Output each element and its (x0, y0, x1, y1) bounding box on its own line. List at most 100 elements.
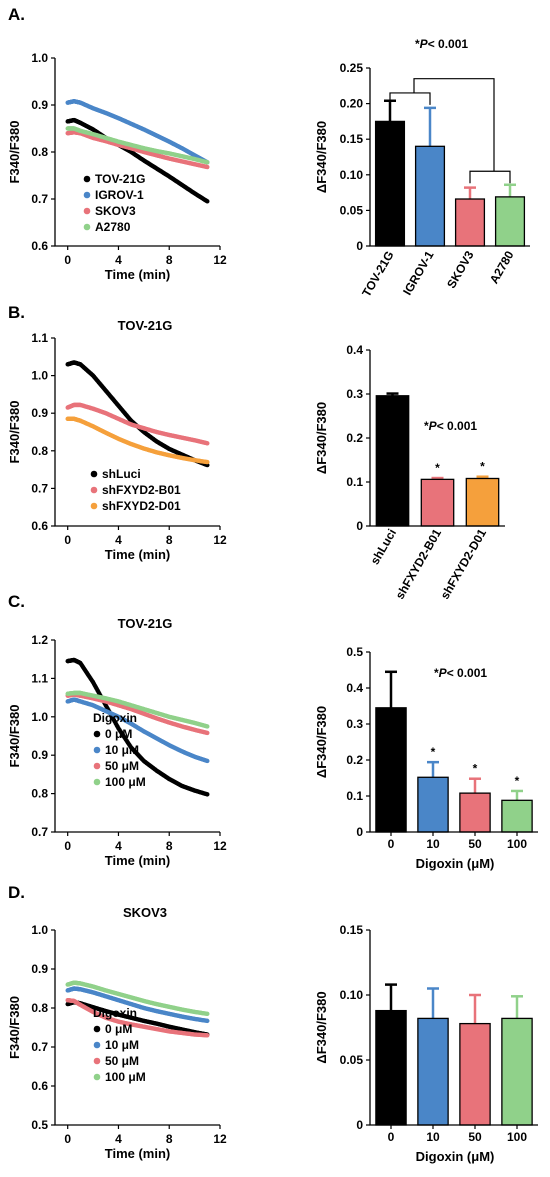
bar (465, 477, 500, 527)
x-axis-label: Time (min) (105, 267, 171, 282)
legend-label: 0 μM (105, 1022, 132, 1036)
legend-title: Digoxin (93, 711, 137, 725)
y-axis-label: ΔF340/F380 (314, 706, 329, 778)
y-tick-label: 1.1 (31, 331, 48, 345)
line-chart-3: 0.5 0.6 0.7 0.8 0.9 1.0 0 4 8 12 Time (min) F340/F3… (7, 905, 227, 1161)
significance-star: * (515, 774, 520, 788)
series-1-2 (65, 416, 210, 465)
y-tick-label: 0 (356, 239, 363, 253)
series-3-3 (65, 980, 210, 1017)
series-3-2 (65, 998, 210, 1038)
y-tick-label: 0.8 (31, 145, 48, 159)
y-tick-label: 0 (356, 825, 363, 839)
bracket-connector (413, 78, 495, 172)
y-tick-label: 0.6 (31, 239, 48, 253)
data-point (205, 160, 210, 165)
y-axis-label: F340/F380 (7, 705, 22, 768)
axis-line (54, 640, 220, 833)
bar (374, 120, 406, 247)
legend: shLuci shFXYD2-B01 shFXYD2-D01 (90, 467, 181, 513)
category-label: 50 (468, 837, 482, 851)
y-tick-label: 0.7 (31, 192, 48, 206)
y-tick-label: 0.8 (31, 444, 48, 458)
category-label: shFXYD2-B01 (393, 526, 445, 601)
legend-marker (93, 746, 101, 754)
significance-star: * (431, 745, 436, 759)
data-point (205, 441, 210, 446)
legend-marker (93, 778, 101, 786)
data-point (205, 199, 210, 204)
y-tick-label: 0.5 (31, 1118, 48, 1132)
y-tick-label: 0.7 (31, 481, 48, 495)
category-label: TOV-21G (359, 249, 396, 300)
legend: Digoxin 0 μM 10 μM 50 μM 100 μM (93, 711, 146, 789)
legend-label: SKOV3 (95, 204, 136, 218)
category-label: 0 (388, 1130, 395, 1144)
x-tick-label: 8 (166, 839, 173, 853)
data-point (205, 1033, 210, 1038)
bar (494, 196, 526, 247)
y-tick-label: 0.10 (340, 168, 364, 182)
x-axis-label: Time (min) (105, 853, 171, 868)
y-axis-label: F340/F380 (7, 121, 22, 184)
data-point (205, 1018, 210, 1024)
bar-chart-0: TOV-21G IGROV-1 SKOV3 A2780 0 0.05 0.10 0.15 0.2… (314, 37, 530, 299)
x-tick-label: 12 (213, 1132, 227, 1146)
y-tick-label: 0.15 (340, 923, 364, 937)
bar (417, 776, 449, 833)
y-tick-label: 0.8 (31, 1001, 48, 1015)
bar (375, 395, 410, 527)
bar (375, 707, 407, 833)
legend: TOV-21G IGROV-1 SKOV3 A2780 (83, 172, 145, 234)
panel-letter: D. (8, 883, 25, 902)
x-tick-label: 8 (166, 533, 173, 547)
data-point (205, 730, 210, 736)
panel-letter: A. (8, 5, 25, 24)
y-tick-label: 0.6 (31, 1079, 48, 1093)
y-tick-label: 1.0 (31, 710, 48, 724)
legend-marker (83, 191, 91, 199)
y-axis-label: F340/F380 (7, 401, 22, 464)
legend-label: 0 μM (105, 727, 132, 741)
y-tick-label: 0.3 (346, 387, 363, 401)
chart-title: TOV-21G (118, 616, 173, 631)
x-tick-label: 4 (115, 839, 122, 853)
legend-label: 10 μM (105, 1038, 139, 1052)
series-1-0 (65, 360, 210, 468)
line-chart-0: 0.6 0.7 0.8 0.9 1.0 0 4 8 12 Time (min) F340/F380 T… (7, 51, 227, 282)
legend-label: shLuci (102, 467, 141, 481)
bracket-right (469, 170, 511, 184)
bar-chart-3: 0 10 50 100 0 0.05 0.10 0.15 ΔF340/F380 Digoxin (… (314, 923, 538, 1164)
x-tick-label: 0 (64, 839, 71, 853)
x-tick-label: 12 (213, 839, 227, 853)
x-tick-label: 12 (213, 533, 227, 547)
data-point (205, 724, 210, 729)
category-label: IGROV-1 (400, 248, 437, 297)
x-tick-label: 4 (115, 533, 122, 547)
series-2-1 (65, 697, 210, 764)
x-axis-label: Digoxin (μM) (416, 856, 495, 871)
legend-label: IGROV-1 (95, 188, 144, 202)
legend-marker (93, 1041, 101, 1049)
category-label: shLuci (368, 527, 399, 567)
data-point (205, 1011, 210, 1017)
legend-marker (93, 762, 101, 770)
y-tick-label: 0.15 (340, 132, 364, 146)
series-1-1 (65, 402, 210, 446)
category-label: A2780 (487, 248, 517, 286)
category-label: 10 (426, 837, 440, 851)
data-point (205, 792, 210, 797)
y-tick-label: 1.0 (31, 51, 48, 65)
bar (501, 1017, 533, 1126)
y-tick-label: 0.2 (346, 753, 363, 767)
y-tick-label: 0.9 (31, 962, 48, 976)
bar (454, 198, 486, 247)
x-tick-label: 4 (115, 253, 122, 267)
category-label: 10 (426, 1130, 440, 1144)
x-tick-label: 8 (166, 253, 173, 267)
chart-title: SKOV3 (123, 905, 167, 920)
x-tick-label: 8 (166, 1132, 173, 1146)
panel-letter: B. (8, 303, 25, 322)
line-chart-2: 0.7 0.8 0.9 1.0 1.1 1.2 0 4 8 12 Time (min) F340/F3… (7, 616, 227, 868)
